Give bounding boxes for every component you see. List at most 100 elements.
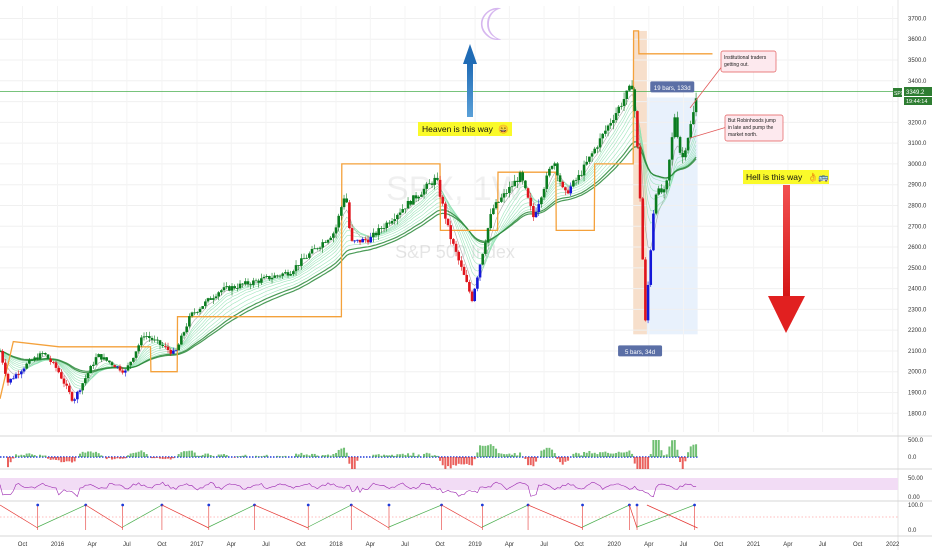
histogram-bar xyxy=(305,454,308,457)
sawtooth-dot xyxy=(480,503,484,507)
histogram-bar xyxy=(23,455,26,457)
candle-body xyxy=(249,284,252,286)
histogram-bar xyxy=(503,454,506,457)
candle-body xyxy=(382,227,386,229)
histogram-bar xyxy=(108,457,111,458)
annotations: ☾ Heaven is this way 😄 xyxy=(418,1,829,333)
candle-body xyxy=(596,147,599,149)
histogram-bar xyxy=(668,446,671,457)
candle-body xyxy=(124,370,127,373)
candle-body xyxy=(353,240,357,242)
candle-body xyxy=(537,204,541,213)
y-tick-label: 3000.0 xyxy=(908,162,927,168)
histogram-bar xyxy=(599,452,602,457)
candle-body xyxy=(422,188,426,195)
histogram-bar xyxy=(191,450,194,457)
candle-body xyxy=(281,273,284,276)
candle-body xyxy=(446,218,450,226)
candle-body xyxy=(694,98,698,113)
candle-body xyxy=(1,351,4,363)
candle-body xyxy=(345,198,349,203)
x-tick-label: Oct xyxy=(574,542,584,548)
sawtooth-segment xyxy=(208,504,255,528)
histogram-bar xyxy=(188,450,191,457)
histogram-bar xyxy=(81,451,84,457)
candle-body xyxy=(161,344,164,346)
candle-body xyxy=(116,366,119,368)
candle-body xyxy=(94,357,98,365)
candle-body xyxy=(33,357,36,361)
candle-body xyxy=(350,228,354,241)
pane-tick-label: 500.0 xyxy=(908,438,924,444)
sawtooth-dot xyxy=(36,503,40,507)
candle-body xyxy=(588,156,591,162)
candle-body xyxy=(486,228,490,243)
candle-body xyxy=(276,275,279,277)
y-tick-label: 2000.0 xyxy=(908,370,927,376)
candle-body xyxy=(316,248,319,250)
candle-body xyxy=(156,339,159,341)
candle-body xyxy=(593,148,597,154)
candle-body xyxy=(329,237,333,240)
histogram-bar xyxy=(153,457,156,459)
histogram-bar xyxy=(583,452,586,457)
histogram-bar xyxy=(655,440,658,457)
candle-body xyxy=(225,286,228,288)
histogram-bar xyxy=(647,457,650,469)
candle-body xyxy=(294,265,298,272)
x-tick-label: Oct xyxy=(435,542,445,548)
candle-body xyxy=(153,339,156,341)
candle-body xyxy=(38,353,42,360)
candle-body xyxy=(569,186,573,194)
candle-body xyxy=(606,125,610,131)
histogram-bar xyxy=(575,452,578,457)
candle-body xyxy=(566,190,570,194)
badge-countdown: 19:44:14 xyxy=(906,99,927,105)
candle-body xyxy=(652,213,655,251)
histogram-bar xyxy=(92,452,95,457)
candle-body xyxy=(630,85,634,90)
candle-body xyxy=(604,130,607,134)
candle-body xyxy=(36,357,39,360)
sawtooth-segment xyxy=(85,504,123,529)
candle-body xyxy=(222,287,226,291)
histogram-bar xyxy=(241,455,244,457)
histogram-bar xyxy=(329,455,332,457)
candle-body xyxy=(166,346,170,350)
histogram-bar xyxy=(84,452,87,457)
histogram-bar xyxy=(340,448,343,457)
histogram-bar xyxy=(105,457,108,460)
histogram-bar xyxy=(121,457,124,459)
histogram-bar xyxy=(127,455,130,457)
histogram-bar xyxy=(465,457,468,464)
candle-body xyxy=(228,286,231,291)
candle-body xyxy=(6,373,10,383)
y-tick-label: 3600.0 xyxy=(908,37,927,43)
candle-body xyxy=(348,202,351,229)
stepline-path xyxy=(0,30,713,399)
candle-body xyxy=(204,301,207,307)
candle-body xyxy=(145,336,148,337)
candle-body xyxy=(484,242,487,254)
x-tick-label: Apr xyxy=(366,542,375,548)
ma-line xyxy=(0,105,697,387)
candle-body xyxy=(180,335,183,345)
histogram-bar xyxy=(396,454,399,457)
histogram-bar xyxy=(380,455,383,457)
histogram-bar xyxy=(263,455,266,457)
histogram-bar xyxy=(281,456,284,457)
candle-body xyxy=(494,202,498,209)
histogram-bar xyxy=(457,457,460,464)
histogram-bar xyxy=(207,453,210,457)
candle-body xyxy=(28,359,31,364)
candle-body xyxy=(129,361,132,366)
sawtooth-dot xyxy=(635,503,639,507)
candle-body xyxy=(660,188,663,193)
histogram-bar xyxy=(548,447,551,457)
candle-body xyxy=(481,253,485,265)
histogram-bar xyxy=(681,457,684,469)
candle-body xyxy=(268,276,271,280)
candle-body xyxy=(4,362,7,374)
candle-body xyxy=(278,275,282,277)
candle-body xyxy=(241,283,244,285)
